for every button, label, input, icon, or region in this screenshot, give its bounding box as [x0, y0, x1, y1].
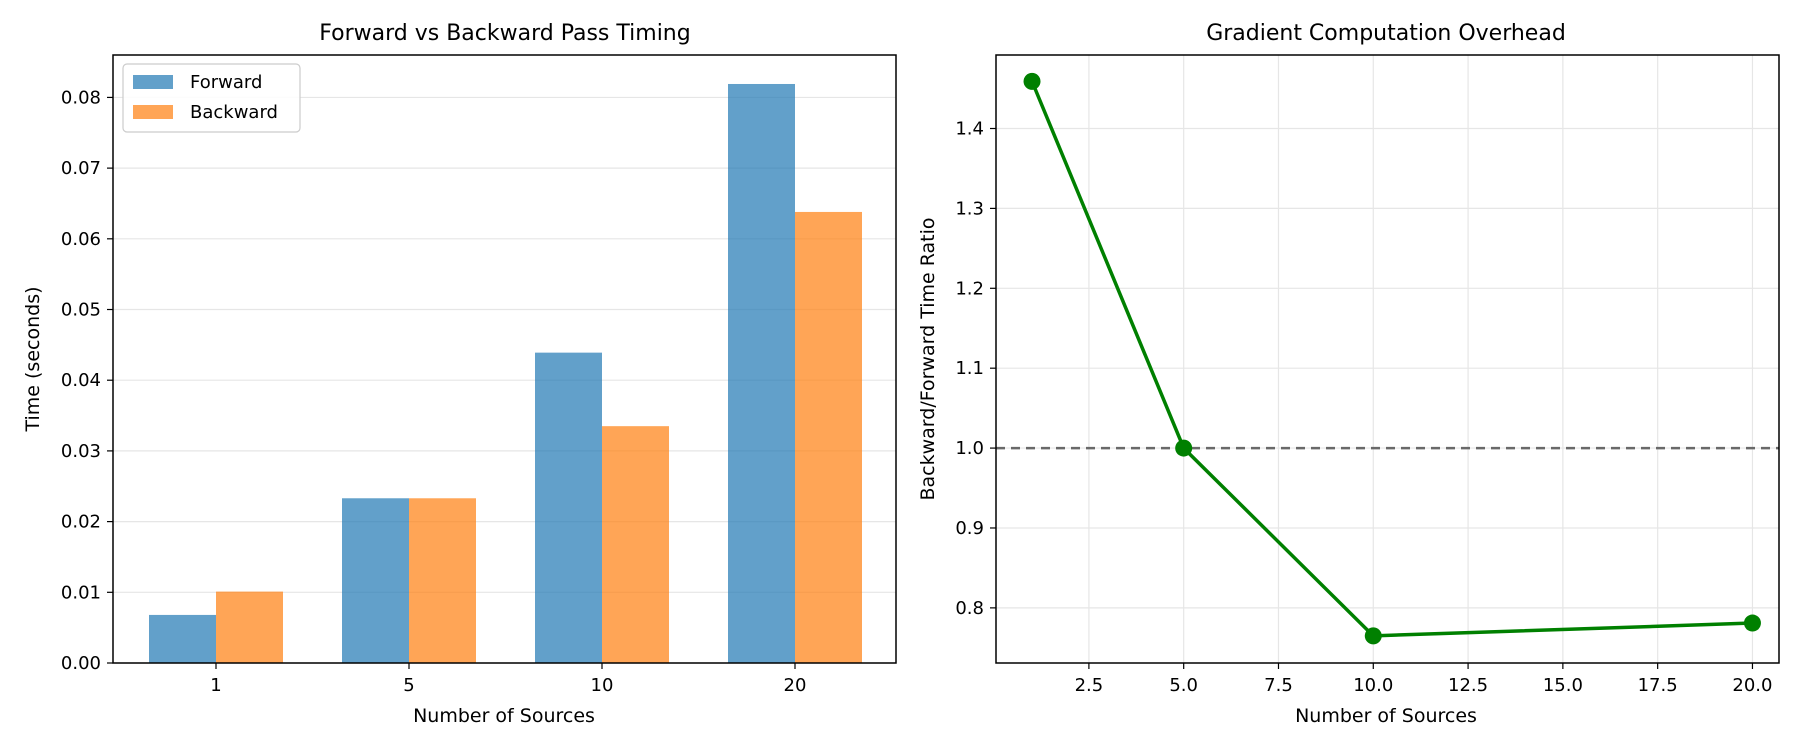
- ratio-point: [1743, 614, 1761, 632]
- line-chart: Gradient Computation Overhead 0.8 0.9 1.0 1…: [917, 21, 1780, 727]
- bar-forward-10: [535, 352, 602, 663]
- x-tick-label: 5.0: [1169, 675, 1198, 696]
- bar-chart-frame: [112, 54, 897, 664]
- bar-chart-bars: [149, 83, 862, 664]
- y-tick-label: 1.1: [955, 358, 984, 379]
- y-tick-label: 0.01: [61, 582, 101, 603]
- ratio-point: [1175, 439, 1193, 457]
- legend-swatch-forward: [133, 75, 173, 89]
- line-chart-y-axis-label: Backward/Forward Time Ratio: [917, 217, 939, 500]
- line-chart-x-axis-label: Number of Sources: [1295, 705, 1477, 727]
- x-tick-label: 1: [210, 675, 221, 696]
- x-tick-label: 12.5: [1448, 675, 1488, 696]
- legend-label-forward: Forward: [190, 72, 262, 93]
- y-tick-label: 0.00: [61, 653, 101, 674]
- y-tick-label: 0.8: [955, 598, 984, 619]
- bar-chart-x-axis-label: Number of Sources: [413, 705, 595, 727]
- line-chart-y-ticks: 0.8 0.9 1.0 1.1 1.2 1.3 1.4: [955, 119, 996, 619]
- ratio-point: [1364, 627, 1382, 645]
- bar-forward-1: [149, 614, 216, 663]
- x-tick-label: 2.5: [1075, 675, 1104, 696]
- bar-chart-y-ticks: 0.00 0.01 0.02 0.03 0.04 0.05 0.06 0.07 0.08: [61, 87, 113, 674]
- bar-forward-20: [728, 83, 795, 664]
- line-chart-x-ticks: 2.5 5.0 7.5 10.0 12.5 15.0 17.5 20.0: [1075, 663, 1772, 696]
- ratio-point: [1023, 72, 1041, 90]
- y-tick-label: 0.06: [61, 229, 101, 250]
- bar-chart: Forward vs Backward Pass Timing 0.00 0.01…: [22, 21, 897, 727]
- x-tick-label: 15.0: [1543, 675, 1583, 696]
- x-tick-label: 5: [403, 675, 414, 696]
- bar-chart-title: Forward vs Backward Pass Timing: [319, 21, 690, 46]
- y-tick-label: 0.02: [61, 512, 101, 533]
- bar-backward-20: [795, 211, 862, 663]
- y-tick-label: 1.4: [955, 119, 984, 140]
- x-tick-label: 17.5: [1638, 675, 1678, 696]
- y-tick-label: 0.07: [61, 158, 101, 179]
- ratio-line: [1030, 80, 1753, 638]
- y-tick-label: 1.2: [955, 278, 984, 299]
- bar-forward-5: [342, 498, 409, 663]
- x-tick-label: 7.5: [1264, 675, 1293, 696]
- y-tick-label: 1.3: [955, 198, 984, 219]
- line-chart-gridlines: [996, 55, 1779, 663]
- legend-label-backward: Backward: [190, 102, 278, 123]
- y-tick-label: 0.04: [61, 370, 101, 391]
- bar-chart-x-ticks: 1 5 10 20: [210, 663, 806, 696]
- x-tick-label: 10.0: [1353, 675, 1393, 696]
- bar-chart-legend: Forward Backward: [122, 63, 301, 133]
- line-chart-frame: [995, 54, 1780, 664]
- bar-chart-y-axis-label: Time (seconds): [22, 286, 44, 432]
- y-tick-label: 0.03: [61, 441, 101, 462]
- bar-backward-1: [216, 591, 283, 663]
- y-tick-label: 0.9: [955, 518, 984, 539]
- x-tick-label: 20.0: [1732, 675, 1772, 696]
- y-tick-label: 0.05: [61, 300, 101, 321]
- y-tick-label: 1.0: [955, 438, 984, 459]
- line-chart-title: Gradient Computation Overhead: [1206, 21, 1566, 46]
- x-tick-label: 10: [591, 675, 614, 696]
- legend-swatch-backward: [133, 105, 173, 119]
- x-tick-label: 20: [784, 675, 807, 696]
- y-tick-label: 0.08: [61, 87, 101, 108]
- line-chart-series: [1023, 72, 1761, 645]
- bar-backward-10: [602, 426, 669, 663]
- bar-backward-5: [409, 498, 476, 663]
